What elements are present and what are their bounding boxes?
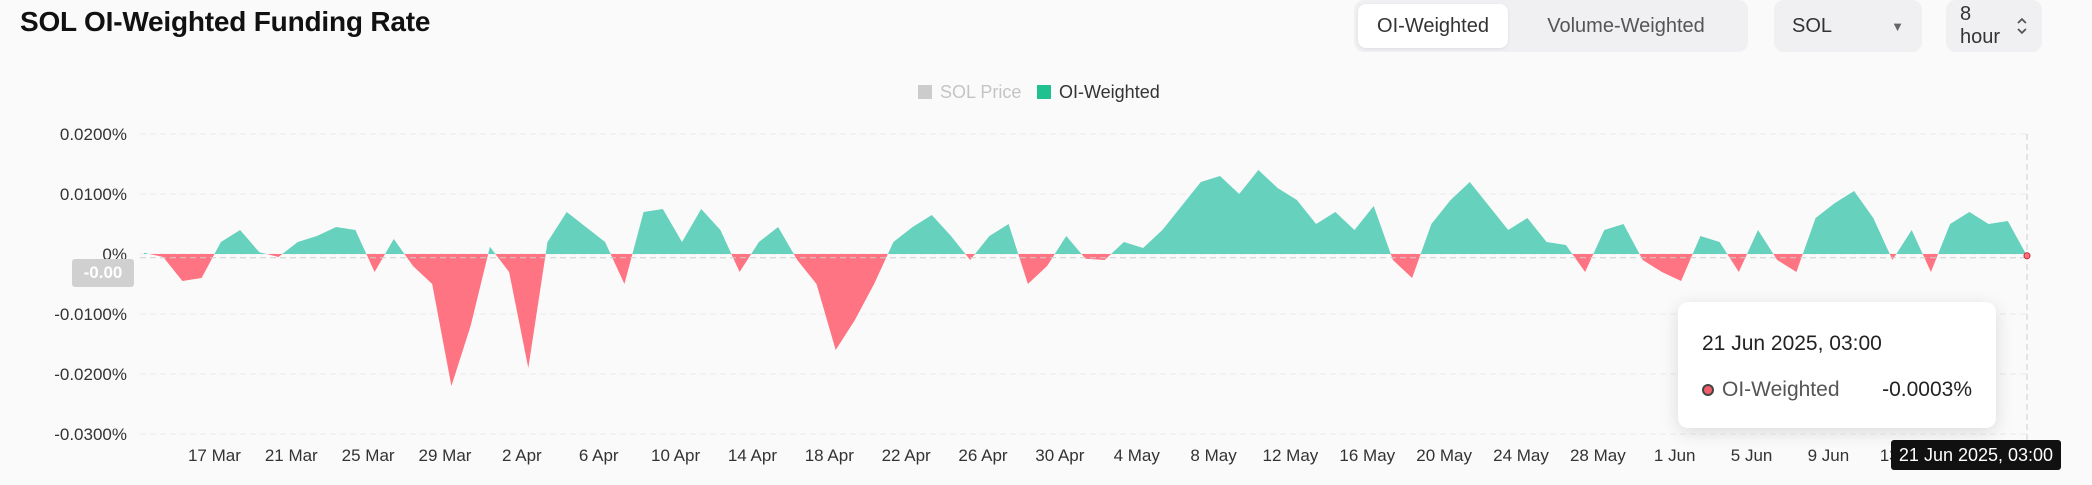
x-tick-label: 21 Mar xyxy=(265,446,318,465)
x-tick-label: 17 Mar xyxy=(188,446,241,465)
asset-select[interactable]: SOL ▼ xyxy=(1774,0,1922,52)
x-tick-label: 28 May xyxy=(1570,446,1626,465)
tooltip-series-name: OI-Weighted xyxy=(1722,378,1840,401)
x-tick-label: 8 May xyxy=(1190,446,1237,465)
positive-area xyxy=(144,170,2027,254)
tab-oi-weighted[interactable]: OI-Weighted xyxy=(1358,4,1508,48)
x-tick-label: 22 Apr xyxy=(882,446,931,465)
x-tick-label: 9 Jun xyxy=(1808,446,1850,465)
x-tick-label: 16 May xyxy=(1339,446,1395,465)
x-tick-label: 2 Apr xyxy=(502,446,542,465)
y-tick-label: -0.0300% xyxy=(54,425,127,444)
interval-select[interactable]: 8 hour xyxy=(1946,0,2042,52)
crosshair-x-label: 21 Jun 2025, 03:00 xyxy=(1891,440,2061,470)
y-tick-label: -0.0200% xyxy=(54,365,127,384)
x-tick-label: 24 May xyxy=(1493,446,1549,465)
x-tick-label: 12 May xyxy=(1263,446,1319,465)
x-tick-label: 26 Apr xyxy=(958,446,1007,465)
x-tick-label: 14 Apr xyxy=(728,446,777,465)
tooltip-value: -0.0003% xyxy=(1882,378,1972,401)
x-tick-label: 25 Mar xyxy=(342,446,395,465)
negative-area xyxy=(144,254,2027,386)
asset-select-value: SOL xyxy=(1792,14,1833,37)
hover-point xyxy=(2023,252,2031,260)
x-tick-label: 6 Apr xyxy=(579,446,619,465)
tooltip-date: 21 Jun 2025, 03:00 xyxy=(1702,332,1882,355)
legend-swatch-oi-weighted xyxy=(1037,85,1051,99)
x-tick-label: 5 Jun xyxy=(1731,446,1773,465)
tab-volume-weighted[interactable]: Volume-Weighted xyxy=(1547,14,1705,37)
x-tick-label: 18 Apr xyxy=(805,446,854,465)
chart-tooltip: 21 Jun 2025, 03:00 OI-Weighted -0.0003% xyxy=(1678,302,1996,428)
x-tick-label: 30 Apr xyxy=(1035,446,1084,465)
weighting-toggle: OI-Weighted Volume-Weighted xyxy=(1354,0,1748,52)
interval-select-value: 8 hour xyxy=(1960,3,2001,48)
tooltip-row: OI-Weighted -0.0003% xyxy=(1702,378,1972,402)
y-tick-label: -0.0100% xyxy=(54,305,127,324)
crosshair-y-label: -0.00 xyxy=(72,259,134,287)
x-tick-label: 20 May xyxy=(1416,446,1472,465)
legend-label-oi-weighted: OI-Weighted xyxy=(1059,82,1160,102)
page-title: SOL OI-Weighted Funding Rate xyxy=(20,6,431,37)
legend-label-sol-price: SOL Price xyxy=(940,82,1021,102)
y-tick-label: 0.0100% xyxy=(60,185,127,204)
sort-chevrons-icon xyxy=(2017,17,2027,35)
x-tick-label: 10 Apr xyxy=(651,446,700,465)
y-tick-label: 0.0200% xyxy=(60,125,127,144)
legend-swatch-sol-price xyxy=(918,85,932,99)
series-dot-icon xyxy=(1702,384,1714,396)
x-tick-label: 1 Jun xyxy=(1654,446,1696,465)
chevron-down-icon: ▼ xyxy=(1891,18,1904,34)
x-tick-label: 29 Mar xyxy=(419,446,472,465)
x-tick-label: 4 May xyxy=(1114,446,1161,465)
